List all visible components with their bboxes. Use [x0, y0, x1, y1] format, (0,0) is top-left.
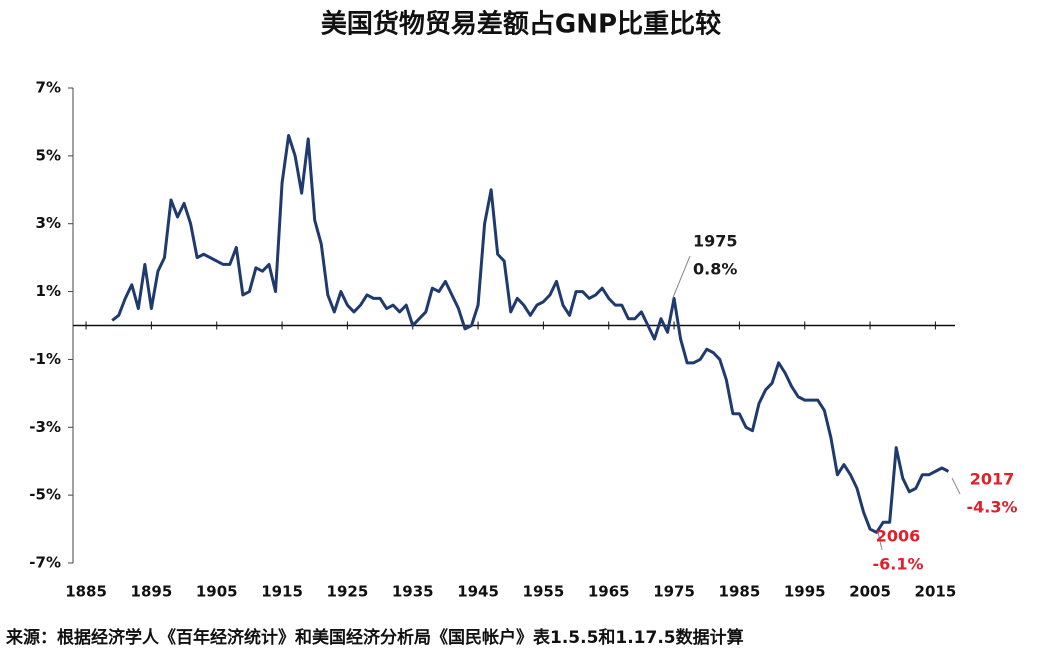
- x-tick-label: 1985: [719, 583, 761, 601]
- chart-title: 美国货物贸易差额占GNP比重比较: [321, 9, 721, 40]
- x-tick-label: 1935: [392, 583, 434, 601]
- leader-line: [671, 255, 691, 301]
- leader-line: [877, 531, 883, 551]
- x-tick-label: 1975: [653, 583, 695, 601]
- y-tick-label: 3%: [36, 214, 61, 232]
- y-tick-label: -7%: [29, 554, 61, 572]
- x-tick-label: 1895: [131, 583, 173, 601]
- y-tick-label: -5%: [29, 486, 61, 504]
- annotation-value: -6.1%: [872, 555, 923, 574]
- x-tick-label: 1995: [784, 583, 826, 601]
- x-tick-label: 2005: [849, 583, 891, 601]
- annotation-value: -4.3%: [966, 498, 1017, 517]
- x-tick-label: 1955: [523, 583, 565, 601]
- y-tick-label: -1%: [29, 350, 61, 368]
- x-tick-label: 1905: [196, 583, 238, 601]
- annotation-year: 1975: [693, 232, 738, 251]
- y-tick-label: 7%: [36, 79, 61, 97]
- x-tick-label: 1925: [327, 583, 369, 601]
- x-tick-label: 1965: [588, 583, 630, 601]
- x-tick-label: 1915: [261, 583, 303, 601]
- y-tick-label: 1%: [36, 282, 61, 300]
- data-line: [111, 134, 950, 534]
- y-tick-label: -3%: [29, 418, 61, 436]
- x-tick-label: 2015: [915, 583, 957, 601]
- y-tick-label: 5%: [36, 146, 61, 164]
- leader-line: [951, 477, 961, 495]
- annotation-value: 0.8%: [693, 260, 737, 279]
- x-tick-label: 1885: [65, 583, 107, 601]
- x-tick-label: 1945: [457, 583, 499, 601]
- source-note: 来源：根据经济学人《百年经济统计》和美国经济分析局《国民帐户》表1.5.5和1.…: [5, 627, 744, 648]
- annotation-year: 2017: [970, 470, 1015, 489]
- annotation-year: 2006: [876, 527, 921, 546]
